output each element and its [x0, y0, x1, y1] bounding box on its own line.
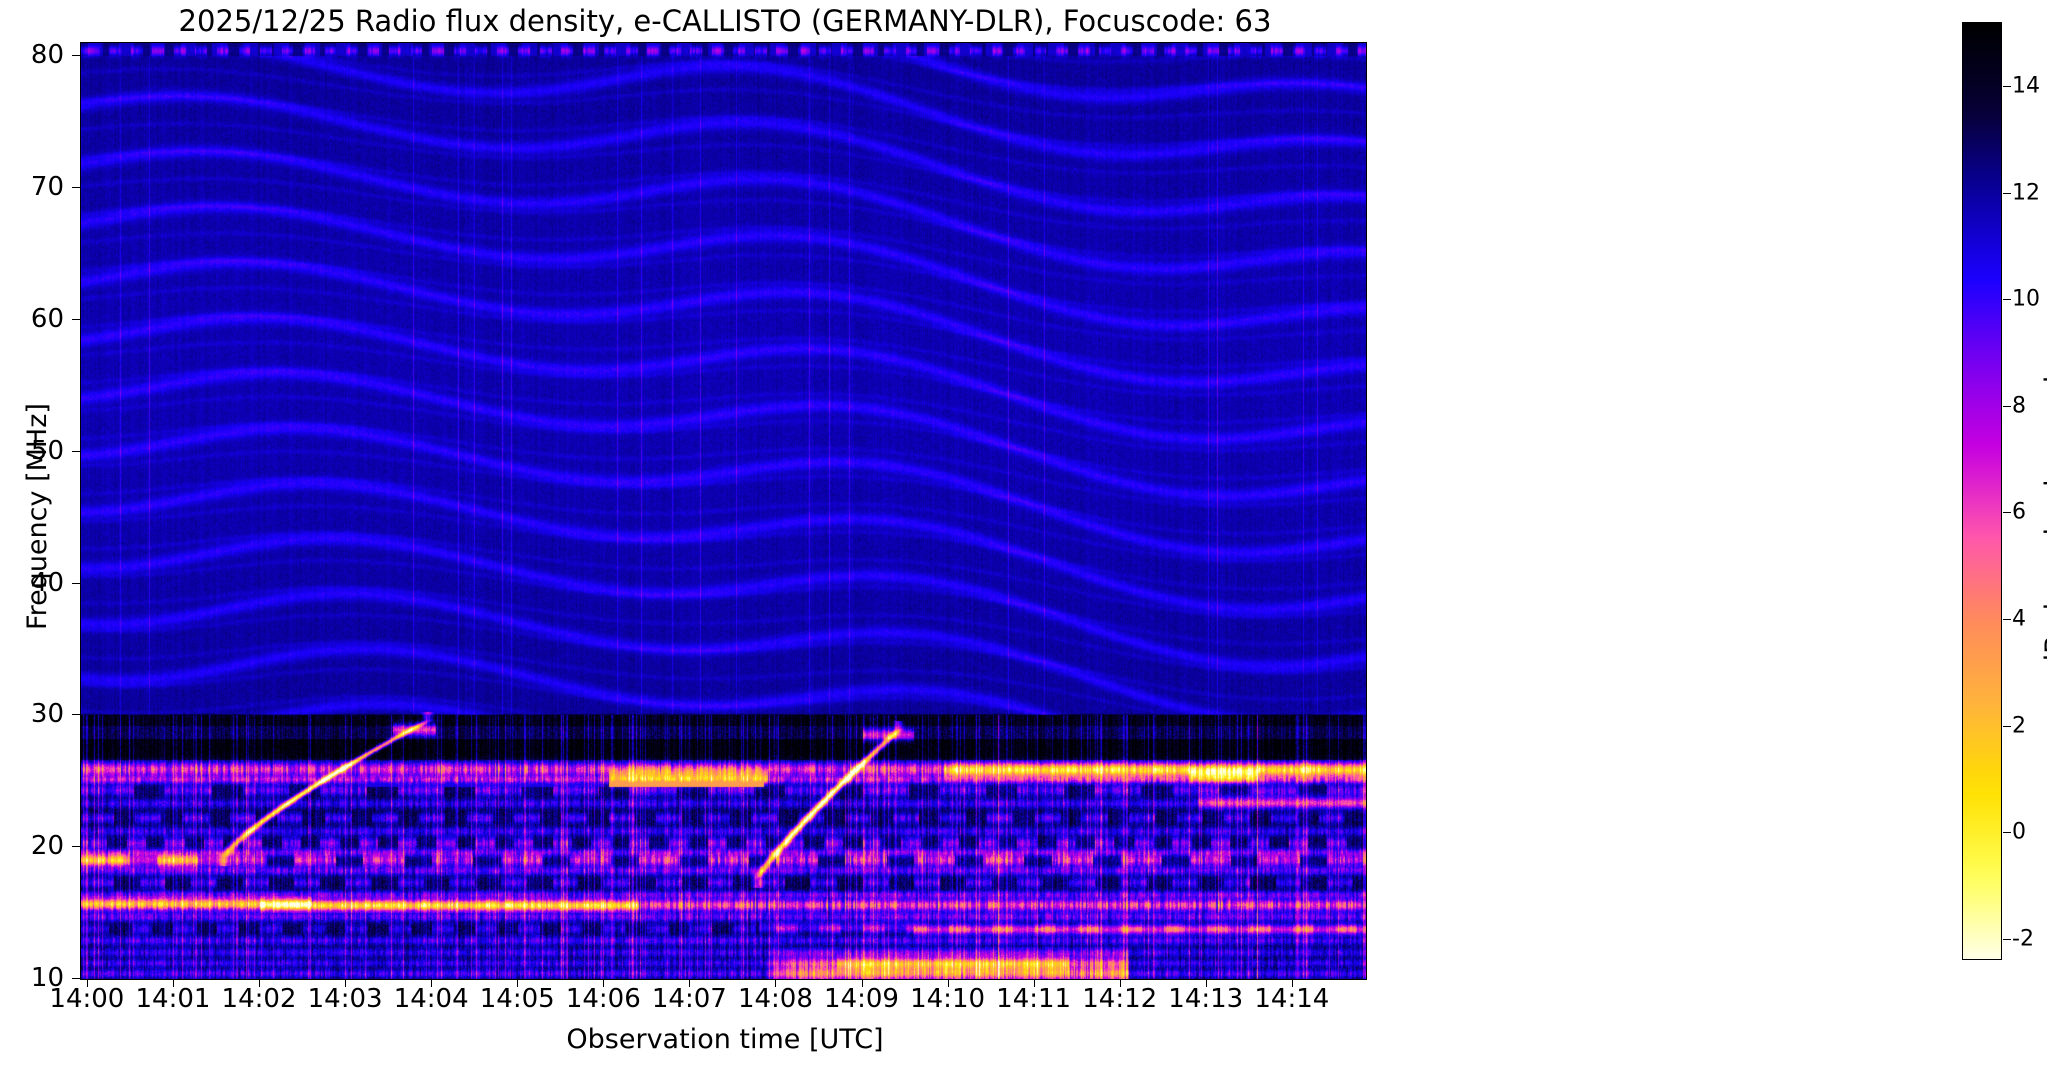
x-tick-mark — [172, 979, 174, 987]
colorbar-tick-mark — [2003, 832, 2011, 834]
x-tick-mark — [861, 979, 863, 987]
spectrogram-plot-area[interactable] — [80, 42, 1367, 980]
y-tick-mark — [72, 55, 80, 57]
colorbar-tick-label: 14 — [2012, 73, 2040, 99]
colorbar-tick-label: 2 — [2012, 713, 2026, 738]
x-tick-label: 14:01 — [135, 984, 211, 1014]
x-tick-label: 14:00 — [49, 984, 125, 1014]
x-tick-mark — [345, 979, 347, 987]
colorbar-tick-mark — [2003, 618, 2011, 620]
x-tick-mark — [86, 979, 88, 987]
x-tick-mark — [689, 979, 691, 987]
y-tick-label: 60 — [30, 303, 64, 334]
x-tick-mark — [1291, 979, 1293, 987]
x-tick-mark — [259, 979, 261, 987]
colorbar-gradient — [1963, 23, 2001, 959]
x-tick-mark — [1205, 979, 1207, 987]
y-tick-label: 30 — [30, 699, 64, 730]
y-tick-label: 80 — [30, 40, 64, 71]
colorbar-label: dB above background — [2040, 375, 2047, 671]
y-tick-label: 50 — [30, 435, 64, 466]
x-tick-mark — [1033, 979, 1035, 987]
x-tick-label: 14:03 — [307, 984, 383, 1014]
x-tick-mark — [603, 979, 605, 987]
y-tick-label: 40 — [30, 567, 64, 598]
x-tick-label: 14:12 — [1082, 984, 1158, 1014]
x-tick-mark — [775, 979, 777, 987]
x-tick-label: 14:11 — [996, 984, 1072, 1014]
colorbar-tick-label: 6 — [2012, 499, 2026, 525]
y-tick-mark — [72, 714, 80, 716]
x-tick-mark — [517, 979, 519, 987]
x-tick-label: 14:07 — [651, 984, 727, 1014]
x-tick-label: 14:14 — [1254, 984, 1330, 1014]
colorbar-tick-label: 0 — [2012, 819, 2026, 845]
colorbar-tick-mark — [2003, 938, 2011, 940]
x-tick-mark — [1119, 979, 1121, 987]
x-tick-label: 14:10 — [910, 984, 986, 1014]
y-tick-mark — [72, 582, 80, 584]
x-tick-label: 14:09 — [824, 984, 899, 1014]
colorbar[interactable] — [1962, 22, 2002, 960]
colorbar-tick-mark — [2003, 192, 2011, 194]
colorbar-tick-label: 8 — [2012, 393, 2026, 419]
y-tick-mark — [72, 187, 80, 188]
y-tick-label: 70 — [30, 172, 64, 202]
x-tick-label: 14:04 — [393, 984, 469, 1014]
colorbar-tick-label: -2 — [2012, 926, 2034, 952]
x-tick-label: 14:06 — [565, 984, 641, 1014]
x-tick-label: 14:13 — [1168, 984, 1244, 1014]
colorbar-tick-mark — [2003, 85, 2011, 87]
x-tick-label: 14:02 — [221, 984, 297, 1014]
x-tick-mark — [431, 979, 433, 987]
colorbar-tick-mark — [2003, 512, 2011, 514]
x-tick-label: 14:08 — [737, 984, 813, 1014]
y-tick-mark — [72, 978, 80, 979]
spectrogram-image — [81, 43, 1366, 979]
y-tick-mark — [72, 846, 80, 848]
y-tick-label: 10 — [30, 963, 64, 993]
x-tick-mark — [947, 979, 949, 987]
colorbar-tick-label: 4 — [2012, 606, 2026, 632]
y-tick-label: 20 — [30, 831, 64, 862]
y-tick-mark — [72, 450, 80, 452]
colorbar-tick-label: 12 — [2012, 180, 2040, 206]
y-tick-mark — [72, 318, 80, 320]
spectrogram-canvas — [81, 43, 1366, 979]
colorbar-tick-mark — [2003, 299, 2011, 301]
page-title: 2025/12/25 Radio flux density, e-CALLIST… — [178, 4, 1272, 38]
colorbar-tick-mark — [2003, 405, 2011, 407]
x-axis-label: Observation time [UTC] — [566, 1024, 884, 1055]
x-tick-label: 14:05 — [479, 984, 555, 1014]
colorbar-tick-mark — [2003, 725, 2011, 727]
colorbar-tick-label: 10 — [2012, 286, 2040, 312]
